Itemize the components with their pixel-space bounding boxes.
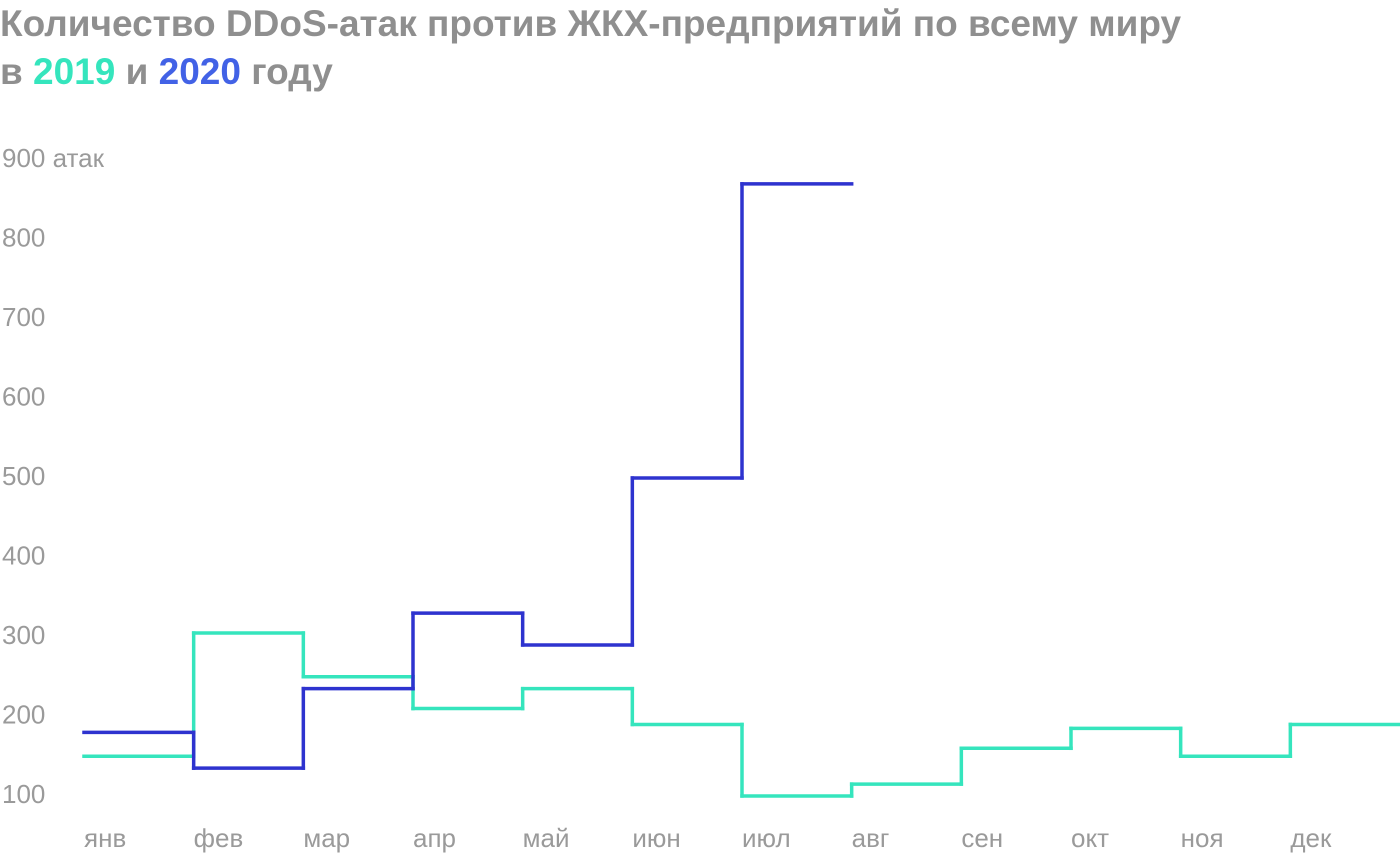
- x-tick-label: дек: [1290, 823, 1332, 853]
- x-tick-label: фев: [194, 823, 244, 853]
- legend-2020: 2020: [159, 51, 241, 92]
- y-tick-label: 700: [2, 302, 45, 332]
- x-tick-label: апр: [413, 823, 456, 853]
- chart-subtitle: в 2019 и 2020 году: [0, 51, 333, 92]
- subtitle-text: в: [0, 51, 23, 92]
- subtitle-text: году: [251, 51, 333, 92]
- legend-2019: 2019: [33, 51, 115, 92]
- x-tick-label: окт: [1071, 823, 1109, 853]
- x-tick-label: янв: [84, 823, 126, 853]
- x-tick-label: сен: [961, 823, 1003, 853]
- y-tick-label: 200: [2, 699, 45, 729]
- y-tick-label: 500: [2, 461, 45, 491]
- chart-title: Количество DDoS-атак против ЖКХ-предприя…: [0, 3, 1181, 44]
- x-tick-label: мар: [303, 823, 350, 853]
- y-tick-label: 900 атак: [2, 143, 105, 173]
- y-tick-label: 400: [2, 540, 45, 570]
- x-tick-label: июл: [742, 823, 791, 853]
- y-tick-label: 800: [2, 222, 45, 252]
- x-tick-label: июн: [632, 823, 680, 853]
- y-tick-label: 100: [2, 779, 45, 809]
- x-tick-label: май: [523, 823, 570, 853]
- x-tick-label: авг: [852, 823, 890, 853]
- y-tick-label: 600: [2, 381, 45, 411]
- subtitle-text: и: [126, 51, 149, 92]
- x-tick-label: ноя: [1181, 823, 1224, 853]
- y-tick-label: 300: [2, 620, 45, 650]
